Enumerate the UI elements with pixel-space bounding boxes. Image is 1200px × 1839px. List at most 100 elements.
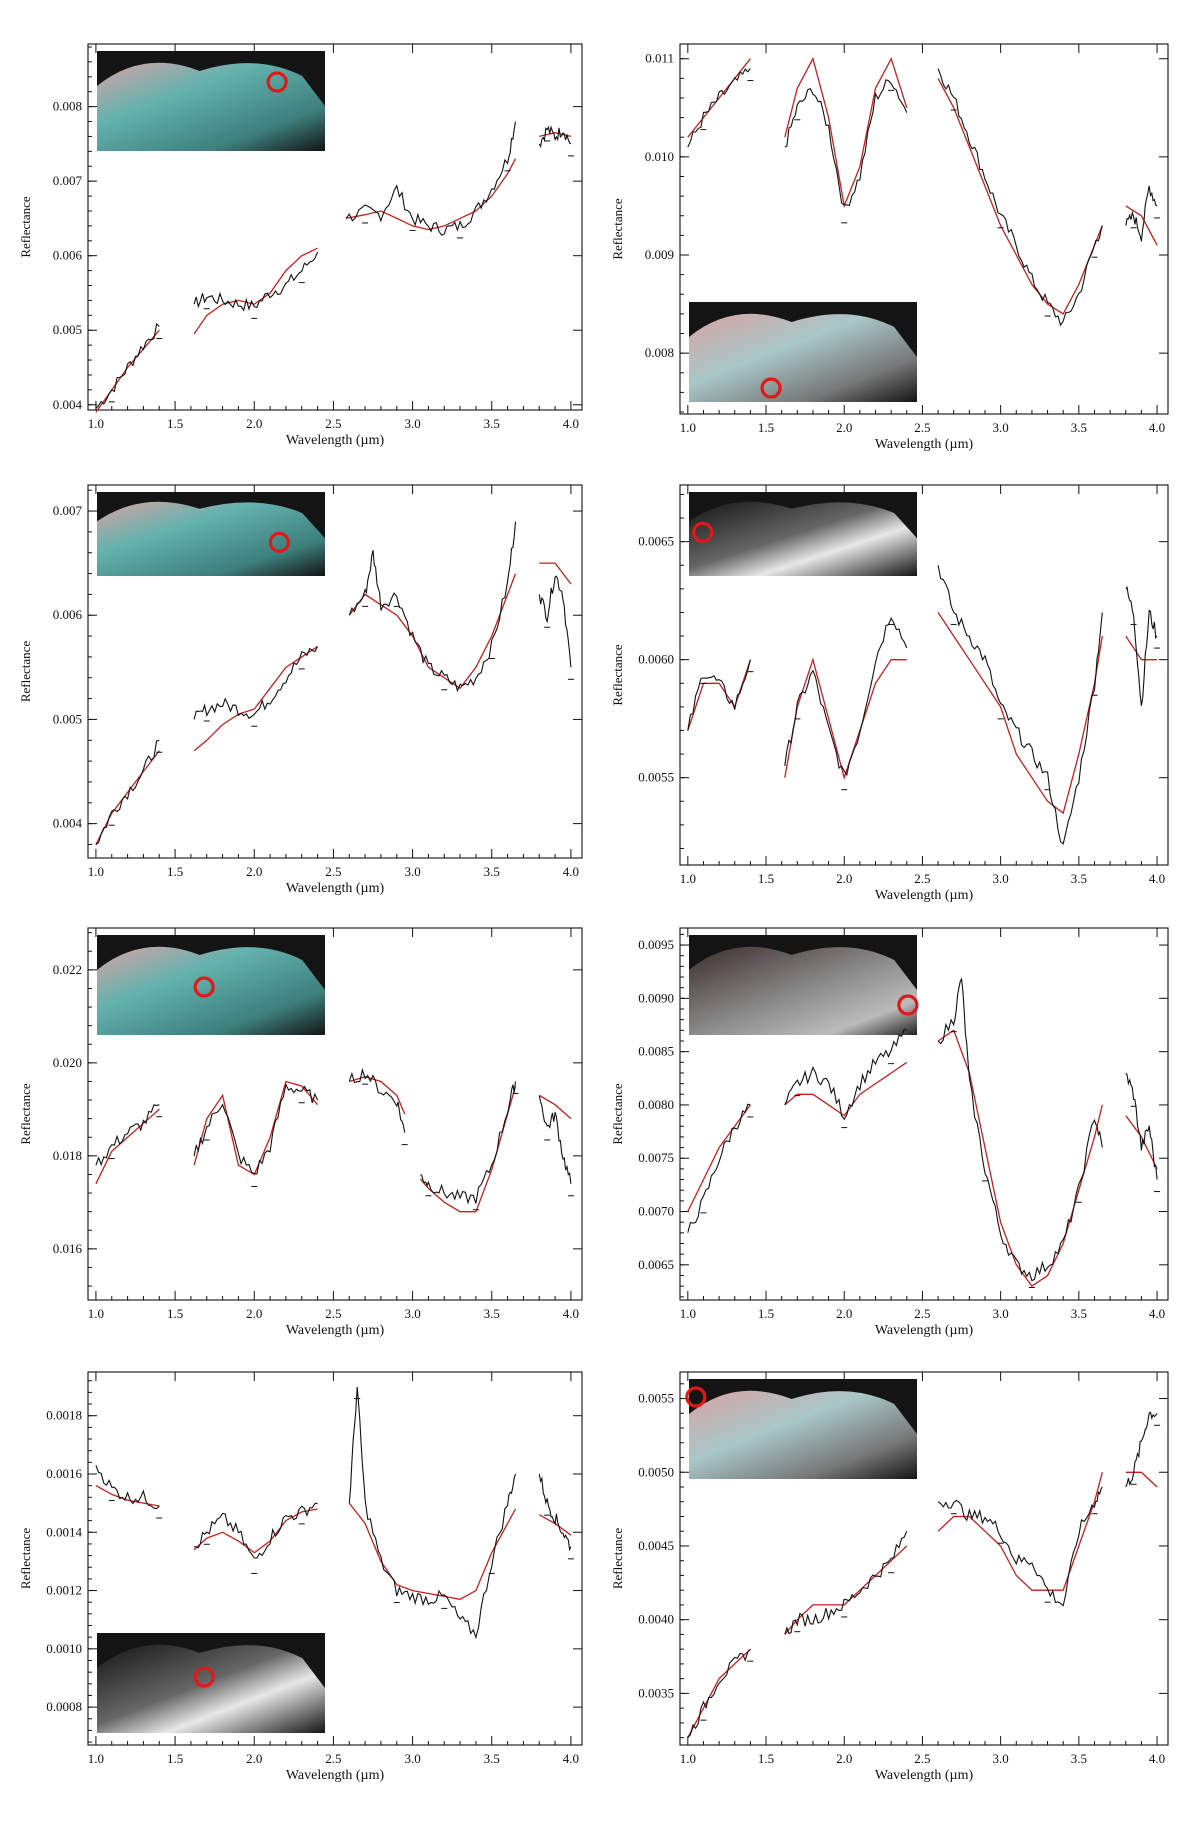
x-tick-label: 1.5 — [758, 420, 774, 435]
location-marker-circle — [268, 531, 290, 554]
x-tick-label: 2.5 — [325, 416, 341, 431]
spectrum-panel-4: 1.0 1.5 2.0 2.5 3.0 3.5 4.0 0.0055 0.0060 0.0065 W… — [610, 484, 1169, 903]
y-axis-label: Reflectance — [610, 644, 625, 706]
y-tick-label: 0.008 — [645, 345, 674, 360]
x-tick-label: 1.5 — [167, 1306, 183, 1321]
model-spectrum-line — [95, 750, 160, 845]
y-tick-label: 0.010 — [645, 149, 674, 164]
model-spectrum-line — [687, 1104, 751, 1212]
inset-image-surface — [689, 1390, 917, 1479]
plot-frame — [679, 484, 1169, 866]
x-tick-label: 3.0 — [993, 871, 1009, 886]
model-spectrum-line — [784, 657, 907, 780]
plot-frame — [679, 1371, 1169, 1746]
x-axis-label: Wavelength (µm) — [286, 433, 385, 448]
x-tick-label: 3.5 — [484, 864, 500, 879]
model-spectrum-line — [687, 659, 752, 731]
model-spectrum-line — [193, 1508, 318, 1554]
x-tick-label: 2.0 — [836, 1751, 852, 1766]
measured-spectrum-line — [1125, 586, 1158, 706]
model-spectrum-line — [348, 1502, 517, 1600]
x-tick-label: 1.0 — [88, 1751, 104, 1766]
x-tick-label: 3.5 — [1071, 420, 1087, 435]
x-tick-label: 3.5 — [484, 416, 500, 431]
measured-spectrum-line — [345, 121, 517, 236]
x-tick-label: 4.0 — [563, 864, 579, 879]
x-tick-label: 4.0 — [1149, 1751, 1165, 1766]
measured-spectrum-line — [194, 1502, 318, 1559]
y-tick-label: 0.016 — [53, 1241, 83, 1256]
y-tick-label: 0.006 — [53, 248, 83, 263]
plot-frame — [87, 484, 583, 859]
spectrum-panel-3: 1.0 1.5 2.0 2.5 3.0 3.5 4.0 0.004 0.005 0.006 0.00… — [18, 484, 583, 896]
plot-frame — [87, 927, 583, 1301]
model-spectrum-line — [349, 1076, 406, 1115]
y-tick-label: 0.0008 — [46, 1699, 82, 1714]
x-tick-label: 4.0 — [1149, 420, 1165, 435]
x-tick-label: 4.0 — [563, 416, 579, 431]
x-tick-label: 3.5 — [484, 1306, 500, 1321]
measured-spectrum-line — [193, 646, 319, 720]
x-tick-label: 1.0 — [680, 871, 696, 886]
measured-spectrum-line — [937, 565, 1103, 845]
inset-image-surface — [689, 313, 917, 402]
model-spectrum-line — [1125, 1115, 1158, 1170]
y-tick-label: 0.004 — [53, 397, 83, 412]
x-tick-label: 3.0 — [993, 420, 1009, 435]
x-tick-label: 2.5 — [325, 1306, 341, 1321]
measured-spectrum-line — [193, 251, 319, 312]
x-tick-label: 4.0 — [1149, 1306, 1165, 1321]
model-spectrum-line — [193, 1080, 319, 1176]
y-axis-label: Reflectance — [18, 1528, 33, 1590]
y-tick-label: 0.007 — [53, 173, 83, 188]
model-spectrum-line — [193, 247, 318, 335]
measured-spectrum-line — [784, 79, 908, 207]
measured-spectrum-line — [538, 575, 572, 668]
measured-spectrum-line — [784, 616, 908, 777]
model-spectrum-line — [1125, 1471, 1158, 1488]
measured-spectrum-line — [348, 1067, 406, 1133]
measured-spectrum-line — [784, 1530, 908, 1635]
y-tick-label: 0.0085 — [638, 1044, 674, 1059]
x-tick-label: 3.0 — [404, 416, 420, 431]
x-tick-label: 1.0 — [680, 1751, 696, 1766]
x-axis-label: Wavelength (µm) — [286, 1323, 385, 1338]
model-spectrum-line — [687, 1648, 751, 1738]
y-tick-label: 0.0010 — [46, 1641, 82, 1656]
inset-image-surface — [689, 946, 917, 1035]
y-tick-label: 0.0095 — [638, 937, 674, 952]
x-tick-label: 3.5 — [1071, 1306, 1087, 1321]
plot-frame — [679, 927, 1169, 1301]
y-tick-label: 0.020 — [53, 1055, 82, 1070]
measured-spectrum-line — [538, 1473, 572, 1552]
measured-spectrum-line — [95, 322, 160, 409]
x-tick-label: 2.5 — [914, 871, 930, 886]
model-spectrum-line — [539, 562, 572, 585]
x-tick-label: 2.0 — [246, 1751, 262, 1766]
spectrum-panel-2: 1.0 1.5 2.0 2.5 3.0 3.5 4.0 0.008 0.009 0.010 0.01… — [610, 43, 1169, 452]
x-tick-label: 2.0 — [836, 420, 852, 435]
y-tick-label: 0.0055 — [638, 770, 674, 785]
model-spectrum-line — [538, 1514, 572, 1536]
x-tick-label: 1.0 — [680, 420, 696, 435]
model-spectrum-line — [937, 78, 1103, 315]
plot-frame — [87, 43, 583, 411]
x-tick-label: 1.0 — [88, 416, 104, 431]
y-axis-label: Reflectance — [610, 198, 625, 260]
y-tick-label: 0.007 — [53, 503, 83, 518]
y-tick-label: 0.0040 — [638, 1612, 674, 1627]
x-tick-label: 1.0 — [680, 1306, 696, 1321]
x-tick-label: 1.0 — [88, 1306, 104, 1321]
x-tick-label: 1.5 — [167, 1751, 183, 1766]
measured-spectrum-line — [348, 1386, 517, 1640]
y-axis-label: Reflectance — [18, 196, 33, 258]
x-tick-label: 2.5 — [325, 1751, 341, 1766]
location-marker-circle — [692, 521, 714, 543]
measured-spectrum-line — [937, 68, 1103, 327]
location-marker-circle — [760, 377, 782, 399]
x-axis-label: Wavelength (µm) — [875, 437, 974, 452]
inset-image-surface — [97, 1644, 325, 1733]
y-tick-label: 0.006 — [53, 607, 83, 622]
measured-spectrum-line — [538, 125, 572, 149]
